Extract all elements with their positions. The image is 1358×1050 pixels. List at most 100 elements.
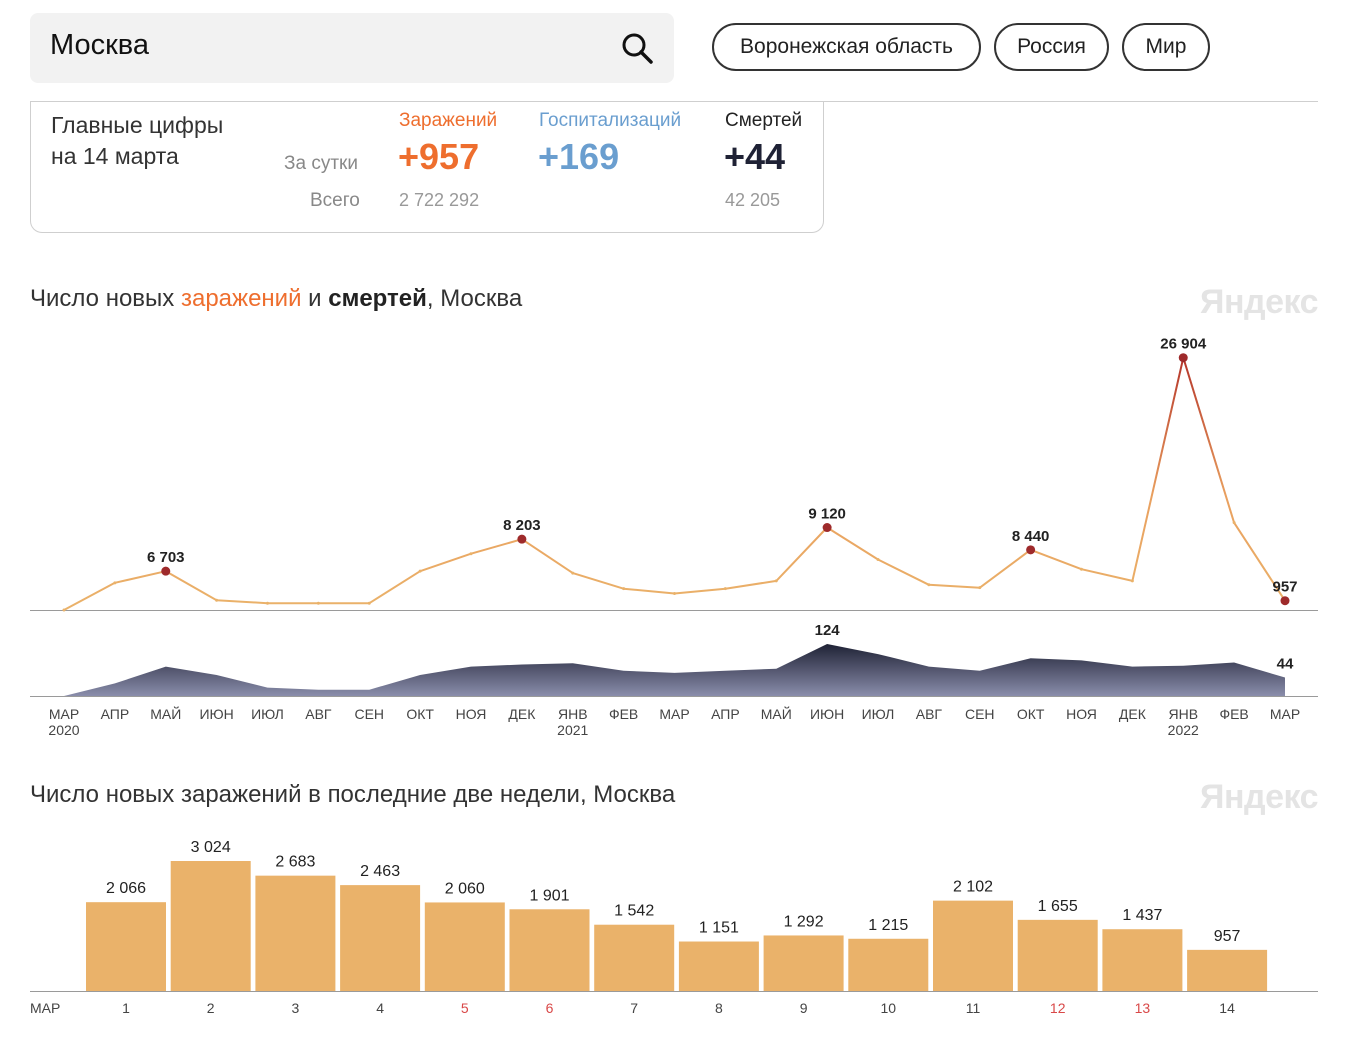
infections-point (927, 583, 931, 587)
infections-point (316, 601, 320, 605)
annotation-label: 44 (1277, 656, 1294, 673)
bar-value-label: 3 024 (191, 839, 231, 856)
region-button-voronezh[interactable]: Воронежская область (712, 23, 981, 71)
peak-marker (822, 523, 832, 533)
infections-point (774, 579, 778, 583)
summary-title-line2: на 14 марта (51, 143, 179, 169)
bar (1017, 919, 1098, 991)
peak-marker (1026, 545, 1036, 555)
bar-category-label: 9 (800, 1000, 808, 1016)
bar (848, 938, 929, 991)
bar (1102, 929, 1183, 991)
x-tick-label: ЯНВ (1168, 706, 1198, 722)
bar-category-label: 4 (376, 1000, 384, 1016)
peak-marker (161, 566, 171, 576)
infections-point (723, 587, 727, 591)
annotation-label: 26 904 (1160, 336, 1207, 353)
annotation-label: 124 (815, 622, 841, 639)
deaths-series-area (64, 644, 1285, 696)
infections-total: 2 722 292 (399, 190, 480, 210)
annotation-label: 957 (1272, 579, 1297, 596)
bar (1187, 949, 1268, 991)
peak-marker (1280, 596, 1290, 606)
bar-value-label: 2 102 (953, 879, 993, 896)
search-box[interactable]: Москва (30, 13, 674, 83)
bar-value-label: 2 066 (106, 880, 146, 897)
bar (509, 909, 590, 991)
hospitalizations-header: Госпитализаций (539, 110, 682, 131)
bar-value-label: 1 151 (699, 920, 739, 937)
annotation-label: 9 120 (808, 506, 846, 523)
x-tick-label: АВГ (916, 706, 943, 722)
annotation-label: 8 203 (503, 517, 541, 534)
per-day-label: За сутки (284, 153, 358, 174)
x-tick-label: МАР (1270, 706, 1300, 722)
annotation-label: 6 703 (147, 549, 185, 566)
x-tick-label: АПР (711, 706, 740, 722)
infections-point (876, 558, 880, 562)
search-input[interactable]: Москва (50, 29, 150, 61)
bar-value-label: 1 901 (529, 887, 569, 904)
bar-category-label: 7 (630, 1000, 638, 1016)
peak-marker (517, 534, 527, 544)
x-tick-label: АПР (101, 706, 130, 722)
x-tick-label: ИЮЛ (251, 706, 284, 722)
chart2-title: Число новых заражений в последние две не… (30, 781, 676, 808)
bar (678, 941, 759, 991)
infections-point (1130, 579, 1134, 583)
bar-value-label: 1 542 (614, 903, 654, 920)
bar-value-label: 1 437 (1122, 907, 1162, 924)
bar-category-label: 10 (881, 1000, 897, 1016)
infections-point (266, 601, 269, 605)
x-tick-label: ИЮЛ (862, 706, 895, 722)
two-week-bar-chart: МАР 2 066 1 3 024 2 2 683 3 2 463 4 2 060 5 1 901 6 1… (30, 839, 1318, 1016)
bar-value-label: 1 215 (868, 917, 908, 934)
region-button-russia[interactable]: Россия (994, 23, 1109, 71)
infections-point (469, 552, 473, 556)
bar-value-label: 2 463 (360, 863, 400, 880)
infections-point (113, 581, 117, 585)
x-tick-label: ФЕВ (1219, 706, 1248, 722)
bar-category-label: 12 (1050, 1000, 1066, 1016)
x-tick-year-label: 2022 (1168, 722, 1199, 738)
x-tick-label: ДЕК (1119, 706, 1147, 722)
hospitalizations-per-day: +169 (538, 136, 620, 177)
x-tick-label: ОКТ (1017, 706, 1045, 722)
x-tick-label: НОЯ (1066, 706, 1097, 722)
yandex-watermark: Яндекс (1200, 283, 1318, 321)
x-tick-label: ОКТ (406, 706, 434, 722)
bar-category-label: 13 (1135, 1000, 1151, 1016)
bar-value-label: 2 683 (275, 854, 315, 871)
region-button-world[interactable]: Мир (1122, 23, 1210, 71)
summary-title-line1: Главные цифры (51, 112, 224, 138)
total-label: Всего (310, 190, 360, 211)
deaths-total: 42 205 (725, 190, 781, 210)
chart1-title: Число новых заражений и смертей, Москва (30, 285, 523, 312)
deaths-per-day: +44 (724, 136, 786, 177)
x-tick-label: МАР (49, 706, 79, 722)
bar (594, 924, 675, 991)
infections-point (418, 569, 422, 573)
infections-series-line (63, 356, 1286, 611)
x-tick-label: ФЕВ (609, 706, 638, 722)
divider (30, 101, 1318, 102)
bar-category-label: 6 (546, 1000, 554, 1016)
infections-point (571, 571, 575, 575)
bar-category-label: 1 (122, 1000, 130, 1016)
x-tick-label: ИЮН (810, 706, 844, 722)
bar-value-label: 1 292 (784, 913, 824, 930)
bar (340, 885, 421, 991)
infections-point (1232, 521, 1236, 525)
infections-point (1080, 567, 1083, 571)
infections-point (62, 608, 66, 612)
x-tick-label: СЕН (965, 706, 995, 722)
infections-per-day: +957 (398, 136, 480, 177)
annotation-label: 8 440 (1012, 528, 1050, 545)
bar (86, 902, 166, 991)
search-icon[interactable] (620, 31, 654, 65)
infections-point (367, 601, 371, 605)
x-tick-year-label: 2021 (557, 722, 588, 738)
bar (255, 875, 336, 991)
x-tick-year-label: 2020 (48, 722, 79, 738)
